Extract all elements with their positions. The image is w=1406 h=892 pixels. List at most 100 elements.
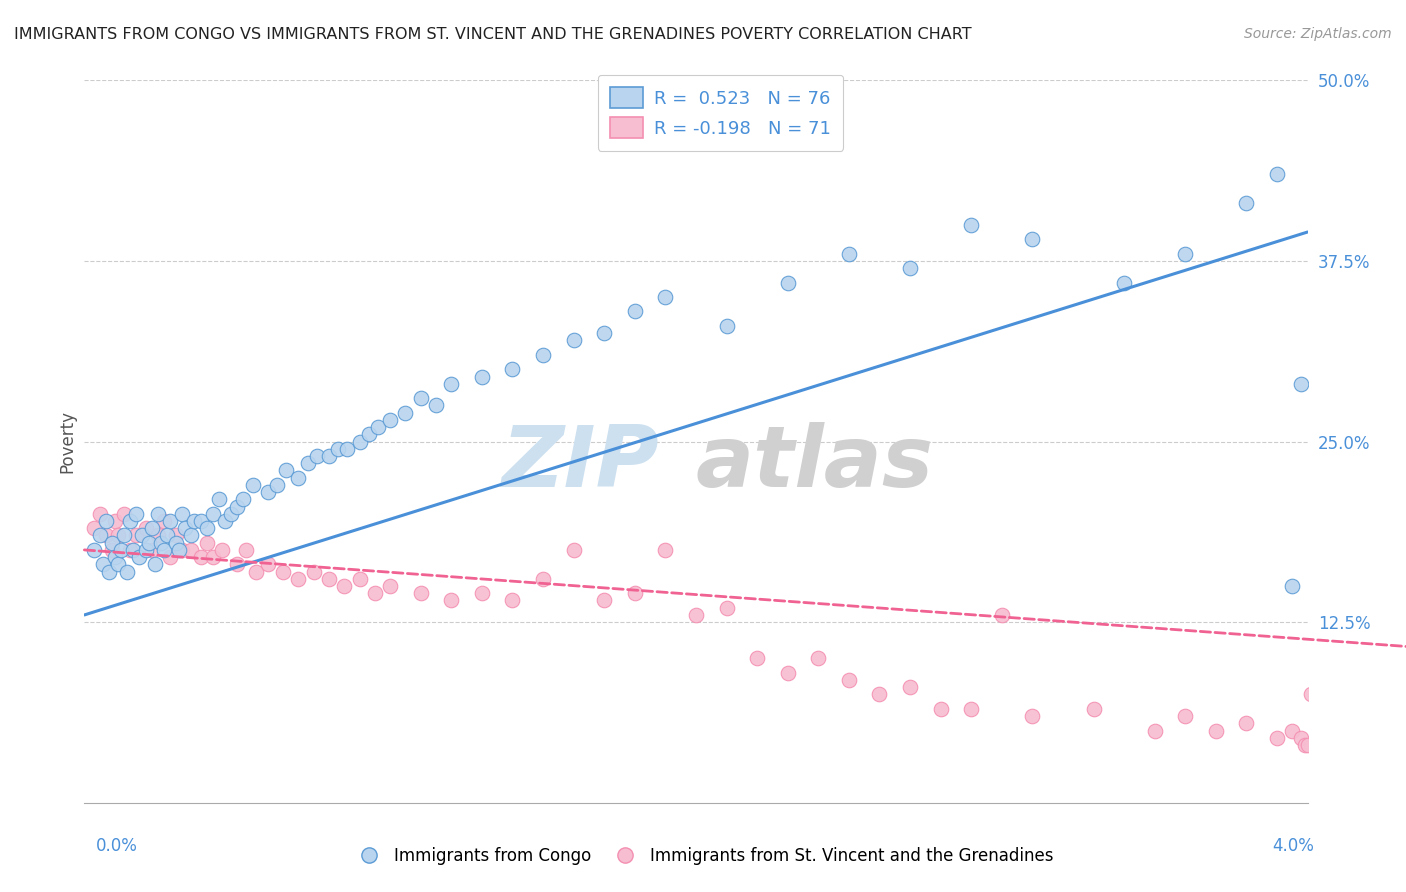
- Point: [440, 376, 463, 391]
- Point: [112, 507, 135, 521]
- Point: [287, 572, 309, 586]
- Point: [226, 558, 249, 572]
- Point: [159, 550, 181, 565]
- Point: [305, 449, 328, 463]
- Point: [135, 521, 157, 535]
- Point: [502, 593, 524, 607]
- Point: [165, 535, 187, 549]
- Point: [172, 542, 194, 557]
- Point: [318, 449, 340, 463]
- Point: [235, 542, 257, 557]
- Point: [367, 420, 389, 434]
- Point: [593, 326, 616, 340]
- Point: [174, 521, 197, 535]
- Point: [1291, 376, 1313, 391]
- Point: [183, 514, 205, 528]
- Point: [838, 673, 860, 687]
- Point: [960, 702, 983, 716]
- Point: [232, 492, 254, 507]
- Point: [1388, 745, 1406, 759]
- Point: [219, 507, 242, 521]
- Point: [349, 434, 371, 449]
- Point: [172, 507, 194, 521]
- Point: [190, 550, 212, 565]
- Point: [776, 276, 799, 290]
- Text: 4.0%: 4.0%: [1272, 837, 1315, 855]
- Point: [208, 492, 231, 507]
- Point: [125, 507, 148, 521]
- Point: [201, 550, 224, 565]
- Point: [97, 565, 120, 579]
- Point: [83, 521, 105, 535]
- Point: [266, 478, 288, 492]
- Point: [141, 542, 163, 557]
- Point: [104, 550, 127, 565]
- Point: [1114, 276, 1136, 290]
- Point: [807, 651, 830, 665]
- Point: [929, 702, 952, 716]
- Point: [120, 542, 142, 557]
- Point: [654, 542, 676, 557]
- Point: [471, 586, 494, 600]
- Point: [146, 528, 169, 542]
- Point: [1281, 723, 1303, 738]
- Point: [380, 579, 402, 593]
- Point: [624, 586, 647, 600]
- Point: [112, 528, 135, 542]
- Point: [107, 558, 129, 572]
- Point: [593, 593, 616, 607]
- Point: [531, 572, 554, 586]
- Point: [257, 485, 280, 500]
- Point: [562, 334, 585, 348]
- Point: [122, 542, 145, 557]
- Point: [226, 500, 249, 514]
- Point: [146, 507, 169, 521]
- Point: [409, 586, 432, 600]
- Point: [336, 442, 359, 456]
- Point: [138, 535, 160, 549]
- Point: [195, 521, 218, 535]
- Point: [328, 442, 350, 456]
- Point: [107, 528, 129, 542]
- Point: [149, 535, 172, 549]
- Point: [838, 246, 860, 260]
- Point: [409, 391, 432, 405]
- Point: [89, 507, 111, 521]
- Y-axis label: Poverty: Poverty: [58, 410, 76, 473]
- Point: [141, 521, 163, 535]
- Point: [747, 651, 769, 665]
- Text: atlas: atlas: [696, 422, 934, 505]
- Text: ZIP: ZIP: [502, 422, 659, 505]
- Point: [110, 542, 132, 557]
- Point: [211, 542, 233, 557]
- Point: [135, 542, 157, 557]
- Point: [245, 565, 267, 579]
- Point: [357, 427, 380, 442]
- Point: [960, 218, 983, 232]
- Point: [1291, 731, 1313, 745]
- Point: [502, 362, 524, 376]
- Point: [165, 528, 187, 542]
- Point: [471, 369, 494, 384]
- Point: [1299, 687, 1322, 701]
- Point: [1265, 731, 1288, 745]
- Point: [195, 535, 218, 549]
- Point: [685, 607, 707, 622]
- Point: [104, 514, 127, 528]
- Point: [425, 398, 447, 412]
- Point: [1205, 723, 1227, 738]
- Point: [364, 586, 387, 600]
- Point: [156, 528, 179, 542]
- Point: [101, 542, 124, 557]
- Point: [869, 687, 891, 701]
- Point: [333, 579, 356, 593]
- Point: [1358, 738, 1381, 752]
- Legend: R =  0.523   N = 76, R = -0.198   N = 71: R = 0.523 N = 76, R = -0.198 N = 71: [598, 75, 844, 151]
- Point: [1083, 702, 1105, 716]
- Legend: Immigrants from Congo, Immigrants from St. Vincent and the Grenadines: Immigrants from Congo, Immigrants from S…: [353, 847, 1053, 865]
- Point: [125, 528, 148, 542]
- Point: [131, 528, 153, 542]
- Text: 0.0%: 0.0%: [96, 837, 138, 855]
- Point: [898, 680, 921, 694]
- Point: [1174, 709, 1197, 723]
